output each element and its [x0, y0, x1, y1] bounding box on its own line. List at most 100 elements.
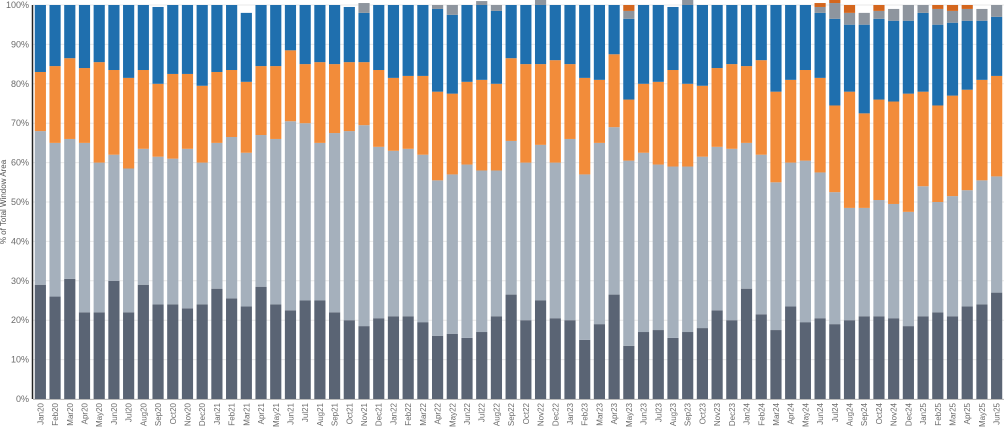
bar-segment-5	[476, 1, 488, 5]
bar-segment-5	[858, 12, 870, 25]
bar-segment-1	[667, 337, 679, 399]
bar-segment-1	[490, 316, 503, 399]
bar-segment-2	[329, 133, 341, 313]
bar-segment-3	[152, 83, 164, 157]
bar-segment-1	[652, 330, 664, 399]
x-tick-label: Dec20	[198, 402, 207, 426]
bar-segment-4	[740, 5, 753, 67]
bar-segment-4	[431, 8, 444, 92]
bar-segment-3	[608, 54, 620, 128]
x-tick-label: Jan23	[566, 402, 575, 424]
x-tick-label: Nov20	[183, 402, 192, 426]
x-tick-label: Jan25	[919, 402, 928, 424]
bar-segment-2	[579, 174, 591, 340]
bar-segment-2	[770, 182, 782, 331]
bar-segment-1	[902, 326, 914, 399]
bar-segment-5	[534, 0, 547, 5]
bar-segment-4	[873, 18, 885, 100]
bar-segment-4	[858, 24, 870, 114]
bar-segment-1	[829, 324, 841, 399]
bar-segment-4	[78, 5, 91, 69]
bar-segment-2	[593, 142, 606, 325]
bar-segment-2	[431, 180, 444, 336]
bar-segment-4	[446, 14, 458, 94]
bar-segment-2	[549, 162, 561, 319]
bar-segment-3	[814, 77, 826, 173]
bar-segment-4	[593, 5, 606, 80]
bar-segment-3	[240, 81, 252, 153]
bar-segment-4	[255, 5, 267, 67]
x-tick-label: Sep22	[507, 402, 516, 426]
x-tick-label: Feb25	[934, 402, 943, 425]
x-tick-label: Aug22	[492, 402, 501, 426]
x-tick-label: May22	[448, 402, 457, 427]
bar-segment-3	[799, 70, 811, 161]
bar-segment-1	[181, 308, 194, 399]
x-tick-label: Apr25	[963, 402, 972, 424]
bar-segment-1	[534, 300, 547, 399]
bar-segment-1	[520, 320, 532, 399]
bar-segment-3	[623, 99, 635, 161]
bar-segment-5	[932, 8, 944, 25]
bar-segment-1	[579, 339, 591, 399]
x-tick-label: Sep21	[331, 402, 340, 426]
x-tick-label: Jun25	[993, 402, 1002, 424]
bar-segment-2	[623, 160, 635, 346]
x-tick-label: Jul23	[654, 402, 663, 422]
bar-segment-4	[946, 22, 959, 96]
bar-segment-1	[387, 316, 400, 399]
bar-segment-1	[93, 312, 105, 399]
bar-segment-4	[799, 5, 811, 71]
x-tick-label: Mar23	[595, 402, 604, 425]
bar-segment-4	[299, 5, 311, 65]
x-tick-label: May20	[95, 402, 104, 427]
bar-segment-4	[152, 6, 164, 84]
bar-segment-3	[358, 62, 370, 126]
bar-segment-4	[652, 5, 664, 82]
x-tick-label: Jul20	[125, 402, 134, 422]
bar-segment-2	[564, 138, 576, 321]
y-tick-label: 90%	[11, 39, 29, 49]
x-tick-label: Oct21	[345, 402, 354, 424]
bar-segment-4	[888, 20, 900, 102]
bar-segment-5	[991, 5, 1003, 17]
bar-segment-4	[843, 24, 856, 92]
bar-segment-2	[255, 135, 267, 287]
bar-segment-3	[740, 66, 753, 143]
bar-segment-2	[902, 211, 914, 327]
bar-segment-1	[858, 316, 870, 399]
bar-segment-1	[284, 310, 297, 399]
bar-segment-4	[417, 5, 429, 76]
bar-segment-1	[314, 300, 326, 399]
y-tick-label: 10%	[11, 355, 29, 365]
bar-segment-2	[152, 156, 164, 305]
bar-segment-2	[520, 162, 532, 321]
bar-segment-4	[49, 5, 61, 67]
x-tick-label: Apr21	[257, 402, 266, 424]
bar-segment-4	[682, 5, 694, 84]
bar-segment-2	[181, 148, 194, 309]
y-axis-title: % of Total Window Area	[0, 159, 8, 244]
bar-segment-2	[446, 174, 458, 334]
bar-segment-4	[64, 5, 76, 59]
x-tick-label: Sep20	[154, 402, 163, 426]
x-tick-label: Aug20	[139, 402, 148, 426]
bar-segment-3	[858, 113, 870, 208]
bar-segment-4	[520, 5, 532, 65]
bar-segment-3	[476, 79, 488, 171]
bar-segment-5	[917, 5, 929, 13]
bar-segment-1	[240, 306, 252, 399]
bar-segment-4	[329, 5, 341, 65]
bar-segment-1	[34, 284, 46, 399]
bar-segment-3	[78, 68, 91, 143]
bar-segment-2	[34, 131, 46, 285]
y-tick-label: 100%	[6, 0, 29, 10]
bar-segment-4	[534, 5, 547, 65]
bar-segment-4	[623, 18, 635, 100]
bar-segment-2	[917, 186, 929, 317]
bar-segment-2	[240, 152, 252, 307]
bar-segment-2	[137, 148, 149, 285]
bar-segment-1	[358, 326, 370, 399]
bar-segment-1	[888, 318, 900, 399]
